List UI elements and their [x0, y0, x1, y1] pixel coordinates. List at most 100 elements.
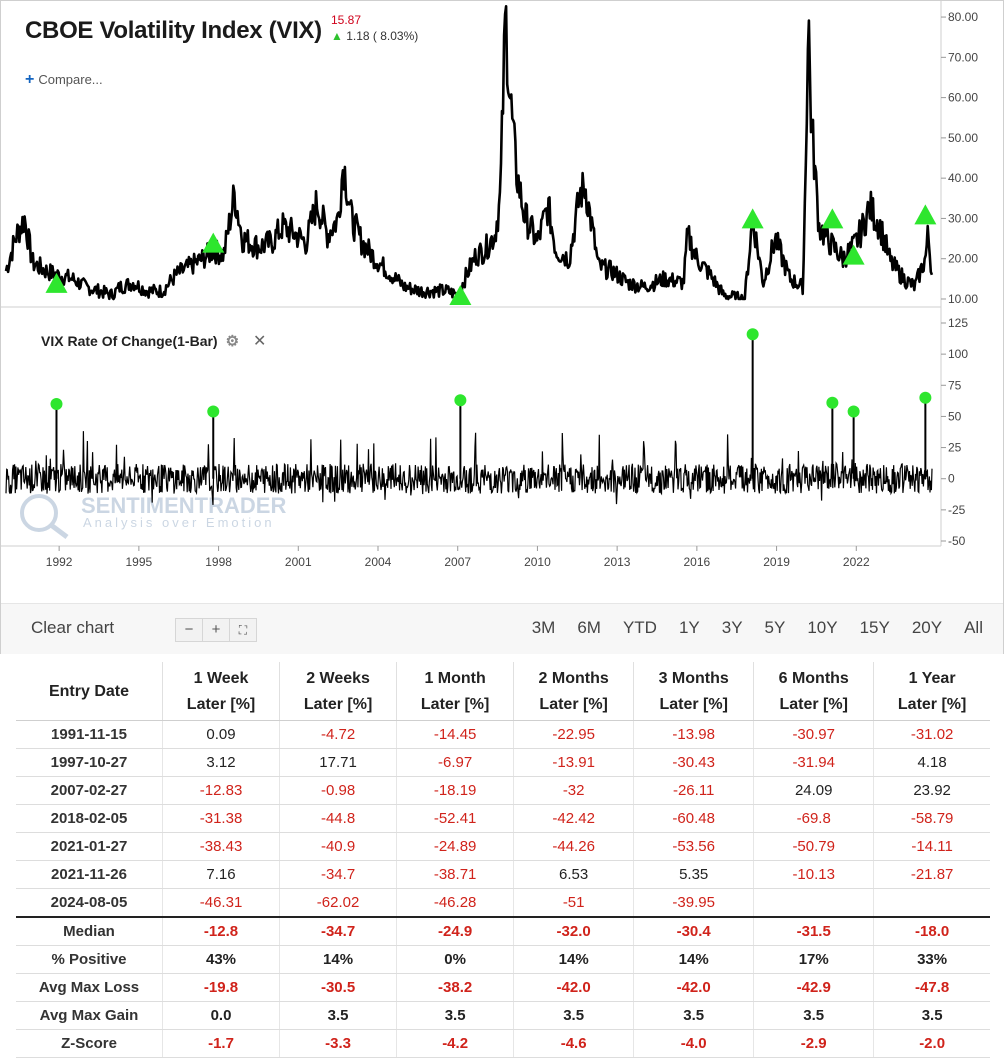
- x-tick-label: 2004: [365, 555, 392, 569]
- range-button-3y[interactable]: 3Y: [721, 618, 743, 637]
- table-cell: -0.98: [279, 776, 398, 805]
- entry-date: 1991-11-15: [16, 720, 163, 749]
- table-cell: -24.9: [396, 916, 515, 946]
- fullscreen-icon[interactable]: ⛶: [238, 623, 248, 637]
- chart-canvas[interactable]: SENTIMENTRADER Analysis over Emotion 10.…: [1, 1, 1003, 601]
- signal-triangle-marker: [449, 284, 472, 305]
- vix-y-tick-label: 50.00: [948, 131, 978, 145]
- vix-y-tick-label: 30.00: [948, 211, 978, 225]
- table-cell: -42.0: [633, 973, 755, 1002]
- table-cell: -42.42: [513, 804, 635, 833]
- x-axis: 1992 1995 1998 2001 2004 2007 2010 2013 2016 2019…: [46, 546, 870, 569]
- table-cell: 3.5: [753, 1001, 875, 1030]
- range-selector: 3M 6M YTD 1Y 3Y 5Y 10Y 15Y 20Y All: [510, 618, 983, 638]
- table-cell: -30.4: [633, 916, 755, 946]
- clear-chart-button[interactable]: Clear chart: [31, 618, 115, 637]
- table-cell: -14.45: [396, 720, 515, 749]
- table-cell: -34.7: [279, 916, 398, 946]
- x-tick-label: 1995: [126, 555, 153, 569]
- column-header-bottom: Later [%]: [186, 696, 256, 713]
- signal-triangle-marker: [842, 244, 865, 265]
- column-header-top: 1 Week: [193, 670, 249, 687]
- range-button-all[interactable]: All: [964, 618, 983, 637]
- table-cell: [873, 888, 990, 918]
- table-cell: -58.79: [873, 804, 990, 833]
- table-row: 2021-01-27 -38.43 -40.9 -24.89 -44.26 -53.56-…: [16, 832, 990, 861]
- signal-triangle-marker: [821, 208, 844, 229]
- table-cell: 17%: [753, 945, 875, 974]
- table-cell: -30.5: [279, 973, 398, 1002]
- column-header-bottom: Later [%]: [539, 696, 608, 713]
- zoom-out-button[interactable]: −: [176, 619, 203, 641]
- table-cell: 3.5: [396, 1001, 515, 1030]
- column-header-bottom: Later [%]: [779, 696, 848, 713]
- table-cell: 0.09: [162, 720, 281, 749]
- range-button-5y[interactable]: 5Y: [764, 618, 786, 637]
- roc-y-tick-label: 100: [948, 347, 968, 361]
- column-header: 1 Month Later [%]: [396, 662, 515, 721]
- table-cell: 3.5: [633, 1001, 755, 1030]
- watermark: SENTIMENTRADER Analysis over Emotion: [20, 493, 286, 539]
- entry-date: 2007-02-27: [16, 776, 163, 805]
- table-cell: -21.87: [873, 860, 990, 889]
- summary-label: Median: [16, 916, 163, 946]
- table-cell: -34.7: [279, 860, 398, 889]
- chart-container[interactable]: SENTIMENTRADER Analysis over Emotion 10.…: [0, 0, 1004, 654]
- table-cell: -46.31: [162, 888, 281, 918]
- close-icon[interactable]: ✕: [253, 333, 267, 350]
- column-header-top: 2 Months: [538, 670, 609, 687]
- signal-triangle-marker: [914, 204, 937, 225]
- table-cell: -38.2: [396, 973, 515, 1002]
- range-button-10y[interactable]: 10Y: [807, 618, 838, 637]
- range-button-20y[interactable]: 20Y: [911, 618, 943, 637]
- gear-icon[interactable]: ⚙: [225, 333, 240, 350]
- table-cell: -19.8: [162, 973, 281, 1002]
- column-header-top: 6 Months: [778, 670, 849, 687]
- price-change-value: 1.18 ( 8.03%): [346, 29, 419, 43]
- table-cell: 14%: [279, 945, 398, 974]
- summary-row: Median -12.8 -34.7 -24.9 -32.0 -30.4 -31.5 -18.…: [16, 916, 990, 946]
- table-cell: -4.2: [396, 1029, 515, 1058]
- signal-triangle-marker: [741, 208, 764, 229]
- entry-date: 2021-11-26: [16, 860, 163, 889]
- table-cell: -38.43: [162, 832, 281, 861]
- compare-button[interactable]: + Compare...: [25, 71, 103, 89]
- range-button-1y[interactable]: 1Y: [678, 618, 700, 637]
- range-button-15y[interactable]: 15Y: [859, 618, 890, 637]
- zoom-in-button[interactable]: +: [203, 619, 230, 641]
- column-header: Entry Date: [16, 662, 163, 721]
- table-cell: -44.26: [513, 832, 635, 861]
- roc-y-tick-label: 75: [948, 378, 962, 392]
- table-cell: 5.35: [633, 860, 755, 889]
- vix-signal-markers: [45, 204, 937, 305]
- table-cell: -60.48: [633, 804, 755, 833]
- summary-row: Z-Score -1.7 -3.3 -4.2 -4.6 -4.0 -2.9 -2.0: [16, 1029, 990, 1058]
- column-header-bottom: Later [%]: [420, 696, 490, 713]
- table-cell: [753, 888, 875, 918]
- table-cell: -4.0: [633, 1029, 755, 1058]
- summary-row: % Positive 43% 14% 0% 14% 14% 17% 33%: [16, 945, 990, 974]
- table-cell: 33%: [873, 945, 990, 974]
- range-button-3m[interactable]: 3M: [531, 618, 556, 637]
- table-cell: -31.02: [873, 720, 990, 749]
- table-cell: -26.11: [633, 776, 755, 805]
- summary-label: Z-Score: [16, 1029, 163, 1058]
- roc-signal-dot: [847, 405, 860, 418]
- table-cell: -50.79: [753, 832, 875, 861]
- table-cell: -51: [513, 888, 635, 918]
- table-cell: -69.8: [753, 804, 875, 833]
- compare-label: Compare...: [38, 72, 103, 87]
- table-cell: 24.09: [753, 776, 875, 805]
- table-cell: -31.94: [753, 748, 875, 777]
- table-cell: -3.3: [279, 1029, 398, 1058]
- watermark-handle: [49, 523, 69, 539]
- column-header-bottom: Later [%]: [659, 696, 728, 713]
- range-button-ytd[interactable]: YTD: [622, 618, 657, 637]
- table-cell: 14%: [633, 945, 755, 974]
- table-cell: -53.56: [633, 832, 755, 861]
- vix-y-tick-label: 80.00: [948, 10, 978, 24]
- table-cell: 0.0: [162, 1001, 281, 1030]
- range-button-6m[interactable]: 6M: [577, 618, 601, 637]
- roc-signal-spikes: [50, 328, 932, 479]
- chart-title: CBOE Volatility Index (VIX): [25, 17, 322, 44]
